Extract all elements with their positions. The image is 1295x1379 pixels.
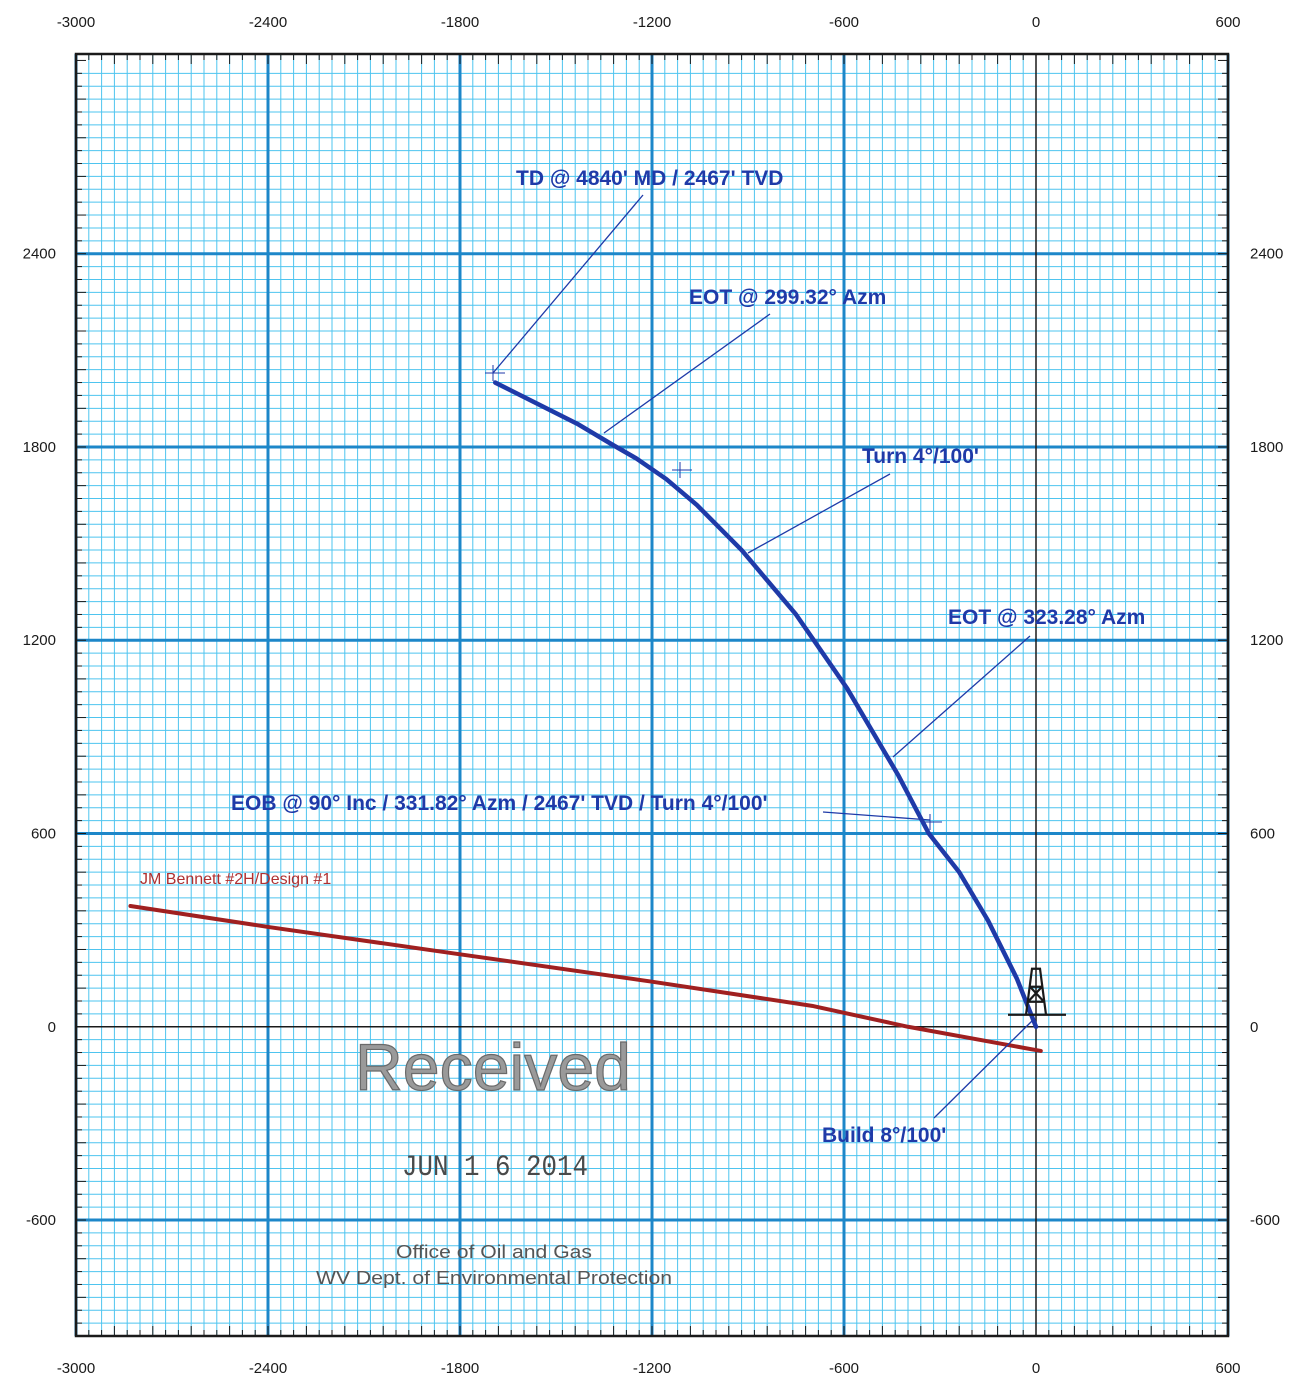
x-tick-label-bottom: -1800: [441, 1360, 479, 1377]
tick-labels: -3000 -3000 -2400 -2400 -1800 -1800 -1200 -1200…: [23, 14, 1284, 1377]
x-tick-label-top: -3000: [57, 14, 95, 31]
axes: [74, 52, 1230, 1338]
stamp-office-line2: WV Dept. of Environmental Protection: [316, 1268, 672, 1288]
x-tick-label-top: 0: [1032, 14, 1040, 31]
y-tick-label-left: 600: [31, 826, 56, 843]
y-tick-label-right: 1200: [1250, 632, 1283, 649]
received-stamp: Received JUN 1 6 2014 Office of Oil and …: [316, 1029, 672, 1288]
design-series-label: JM Bennett #2H/Design #1: [140, 871, 331, 888]
x-tick-label-top: -1800: [441, 14, 479, 31]
drilling-rig-icon: [1008, 967, 1066, 1016]
grid: [74, 54, 1230, 1337]
y-tick-label-left: 0: [48, 1019, 56, 1036]
y-tick-label-left: 2400: [23, 246, 56, 263]
annotation-leader: [822, 811, 931, 821]
x-tick-label-top: -600: [829, 14, 859, 31]
rig-drawing: [1008, 967, 1066, 1016]
annotation-label: EOB @ 90° Inc / 331.82° Azm / 2467' TVD …: [231, 792, 768, 815]
annotation-label: Build 8°/100': [822, 1124, 946, 1147]
stamp-office-line1: Office of Oil and Gas: [396, 1242, 592, 1262]
x-tick-label-bottom: 600: [1215, 1360, 1240, 1377]
annotations: TD @ 4840' MD / 2467' TVD EOT @ 299.32° A…: [231, 167, 1145, 1147]
x-tick-label-top: -2400: [249, 14, 287, 31]
annotation-leader: [492, 194, 644, 374]
annotation-leader: [892, 635, 1031, 758]
annotation-label: EOT @ 299.32° Azm: [689, 286, 886, 309]
y-tick-label-left: 1200: [23, 632, 56, 649]
annotation-label: TD @ 4840' MD / 2467' TVD: [516, 167, 783, 190]
y-tick-label-right: 1800: [1250, 439, 1283, 456]
x-tick-label-bottom: -600: [829, 1360, 859, 1377]
design-path-line: [128, 903, 1043, 1053]
x-tick-label-bottom: -3000: [57, 1360, 95, 1377]
annotation-leader: [747, 473, 891, 554]
y-tick-label-right: 2400: [1250, 246, 1283, 263]
y-tick-label-right: -600: [1250, 1212, 1280, 1229]
x-tick-label-bottom: -1200: [633, 1360, 671, 1377]
x-tick-label-top: -1200: [633, 14, 671, 31]
x-tick-label-bottom: -2400: [249, 1360, 287, 1377]
x-tick-label-top: 600: [1215, 14, 1240, 31]
y-tick-label-right: 0: [1250, 1019, 1258, 1036]
y-tick-label-right: 600: [1250, 826, 1275, 843]
stamp-title: Received: [355, 1030, 631, 1104]
series-lines: [128, 380, 1043, 1053]
annotation-label: EOT @ 323.28° Azm: [948, 606, 1145, 629]
y-tick-label-left: -600: [26, 1212, 56, 1229]
y-tick-label-left: 1800: [23, 439, 56, 456]
wellbore-path-line: [492, 380, 1039, 1030]
x-tick-label-bottom: 0: [1032, 1360, 1040, 1377]
annotation-leader: [603, 313, 771, 434]
stamp-date: JUN 1 6 2014: [402, 1151, 588, 1185]
annotation-label: Turn 4°/100': [862, 445, 979, 468]
annotation-leader: [933, 1019, 1034, 1119]
